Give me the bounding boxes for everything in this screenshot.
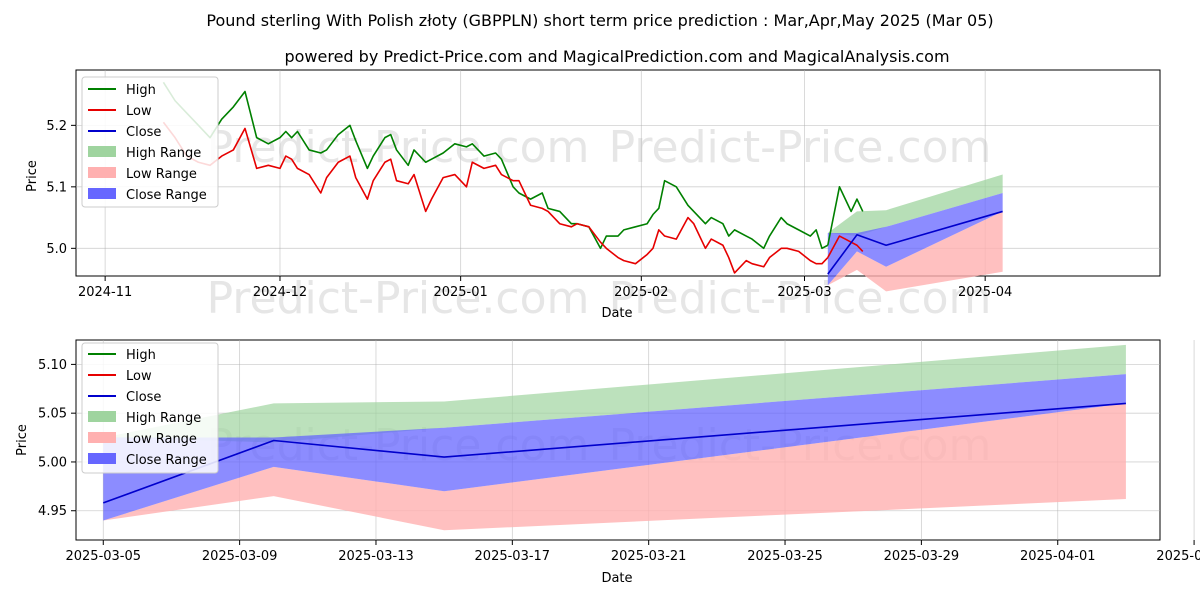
low-series-line bbox=[827, 235, 864, 258]
bottom-x-axis-label: Date bbox=[601, 571, 632, 586]
top-x-tick-label: 2025-01 bbox=[433, 285, 487, 300]
bottom-legend: High Low Close High Range Low Range Clos… bbox=[81, 342, 219, 474]
legend-close-label: Close bbox=[126, 390, 161, 405]
bottom-x-tick-label: 2025-03-13 bbox=[338, 549, 414, 564]
legend-low-range-swatch bbox=[88, 167, 116, 178]
top-y-tick-label: 5.1 bbox=[46, 180, 67, 195]
bottom-high-range-band bbox=[103, 344, 1126, 443]
bottom-y-tick-label: 5.00 bbox=[38, 455, 67, 470]
top-high-range-band bbox=[827, 174, 1003, 237]
watermark: Predict-Price.com bbox=[207, 122, 590, 173]
legend-close-range-swatch bbox=[88, 453, 116, 464]
legend-high-range-label: High Range bbox=[126, 146, 201, 161]
top-panel: Predict-Price.com Predict-Price.com Pred… bbox=[25, 69, 1161, 324]
bottom-y-axis-label: Price bbox=[15, 424, 30, 456]
bottom-x-tick-label: 2025-04-05 bbox=[1156, 549, 1200, 564]
top-x-tick-label: 2025-02 bbox=[614, 285, 668, 300]
watermark: Predict-Price.com bbox=[207, 273, 590, 324]
bottom-plot-frame bbox=[75, 339, 1161, 541]
legend-high-label: High bbox=[126, 83, 156, 98]
chart-title: Pound sterling With Polish złoty (GBPPLN… bbox=[206, 11, 993, 30]
legend-high-range-label: High Range bbox=[126, 411, 201, 426]
top-y-tick-label: 5.2 bbox=[46, 119, 67, 134]
bottom-x-tick-label: 2025-03-25 bbox=[747, 549, 823, 564]
legend-high-range-swatch bbox=[88, 146, 116, 157]
legend-close-label: Close bbox=[126, 125, 161, 140]
legend-close-range-swatch bbox=[88, 188, 116, 199]
top-x-tick-label: 2024-12 bbox=[253, 285, 307, 300]
legend-close-range-label: Close Range bbox=[126, 453, 207, 468]
legend-low-label: Low bbox=[126, 104, 152, 119]
low-series-line bbox=[162, 121, 829, 274]
legend-high-range-swatch bbox=[88, 411, 116, 422]
top-x-tick-label: 2025-03 bbox=[777, 285, 831, 300]
high-series-line bbox=[827, 186, 864, 246]
bottom-close-range-band bbox=[103, 374, 1126, 521]
top-x-axis-label: Date bbox=[601, 306, 632, 321]
high-series-line bbox=[162, 81, 829, 250]
chart-subtitle: powered by Predict-Price.com and Magical… bbox=[284, 47, 949, 66]
bottom-y-tick-label: 4.95 bbox=[38, 504, 67, 519]
close-forecast-line bbox=[827, 210, 1003, 275]
bottom-y-tick-label: 5.05 bbox=[38, 407, 67, 422]
bottom-x-tick-label: 2025-03-17 bbox=[475, 549, 551, 564]
bottom-panel: Predict-Price.com Predict-Price.com 2025… bbox=[15, 339, 1200, 586]
bottom-x-tick-label: 2025-03-09 bbox=[202, 549, 278, 564]
legend-low-range-label: Low Range bbox=[126, 167, 197, 182]
top-x-tick-label: 2025-04 bbox=[958, 285, 1012, 300]
legend-low-range-swatch bbox=[88, 432, 116, 443]
legend-close-range-label: Close Range bbox=[126, 188, 207, 203]
watermark: Predict-Price.com bbox=[609, 122, 992, 173]
legend-high-label: High bbox=[126, 348, 156, 363]
bottom-y-tick-label: 5.10 bbox=[38, 358, 67, 373]
top-plot-frame bbox=[75, 69, 1161, 277]
bottom-x-tick-label: 2025-03-05 bbox=[65, 549, 141, 564]
top-y-axis-label: Price bbox=[25, 160, 40, 192]
top-y-tick-label: 5.0 bbox=[46, 242, 67, 257]
top-legend: High Low Close High Range Low Range Clos… bbox=[81, 76, 219, 208]
bottom-x-tick-label: 2025-04-01 bbox=[1020, 549, 1096, 564]
top-low-range-band bbox=[827, 211, 1003, 292]
bottom-low-range-band bbox=[103, 403, 1126, 531]
top-close-range-band bbox=[827, 192, 1003, 286]
legend-low-range-label: Low Range bbox=[126, 432, 197, 447]
top-x-tick-label: 2024-11 bbox=[78, 285, 132, 300]
legend-low-label: Low bbox=[126, 369, 152, 384]
bottom-x-tick-label: 2025-03-29 bbox=[884, 549, 960, 564]
bottom-x-tick-label: 2025-03-21 bbox=[611, 549, 687, 564]
